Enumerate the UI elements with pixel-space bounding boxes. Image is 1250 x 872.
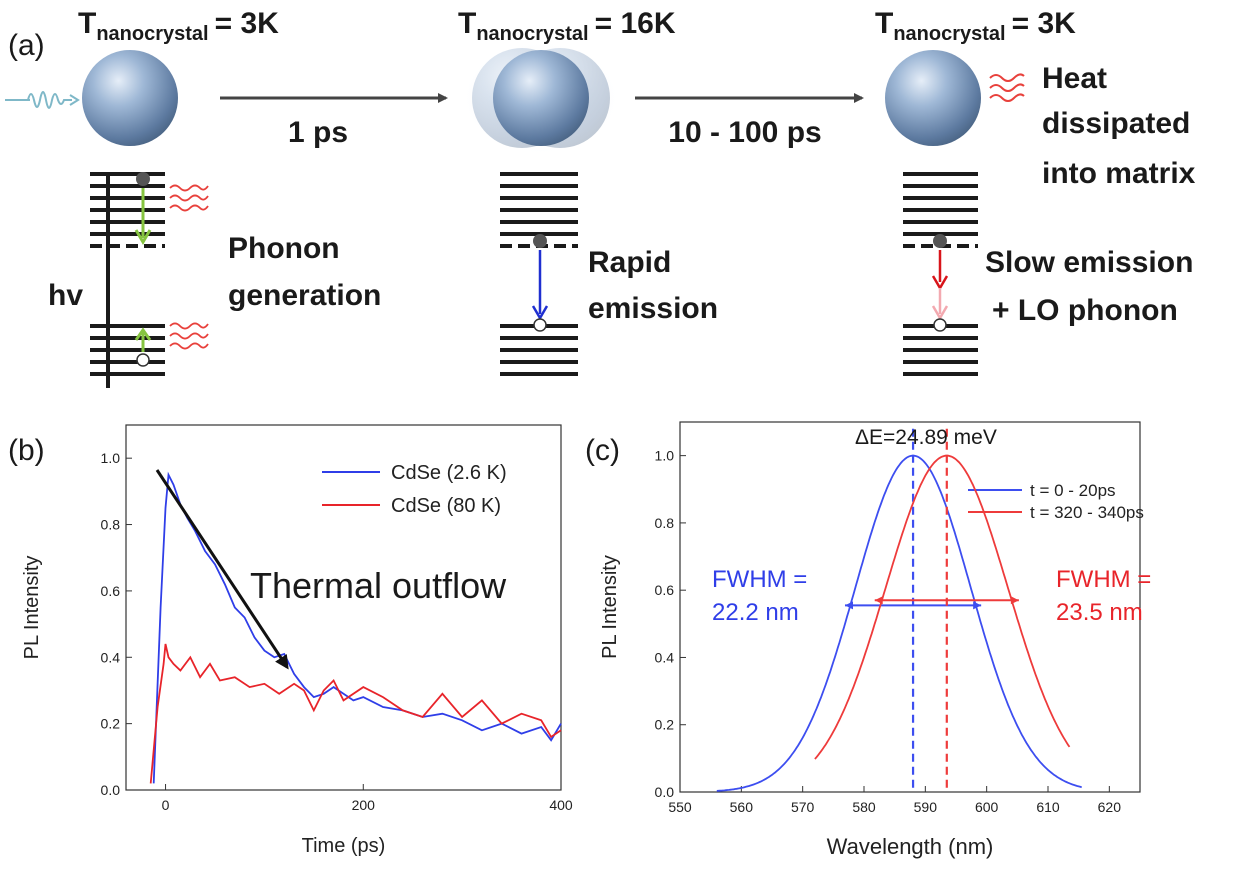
heat-waves-icon xyxy=(989,73,1025,102)
stage-3-caption: Slow emission + LO phonon xyxy=(985,246,1202,327)
plot-c-plot-frame xyxy=(679,421,1141,793)
stage-1-title: Tnanocrystal = 3K xyxy=(78,7,279,45)
plot-c-y-tick-label: 0.8 xyxy=(655,515,675,531)
plot-c-y-tick-label: 0.4 xyxy=(655,649,675,665)
plot-b: 0.0 0.2 0.4 0.6 0.8 1.0 0 200 400 Time (ps) PL Int… xyxy=(21,424,573,857)
plot-b-x-tick-label: 0 xyxy=(162,797,170,813)
plot-c-x-tick-label: 620 xyxy=(1098,799,1122,815)
plot-c-x-tick-label: 550 xyxy=(668,799,692,815)
plot-c-x-tick-label: 560 xyxy=(730,799,754,815)
panel-b: (b) 0.0 0.2 0.4 0.6 0.8 1.0 0 200 400 Time (ps) PL… xyxy=(8,424,573,857)
plot-b-series-line-1 xyxy=(152,471,562,784)
plot-b-y-axis-label: PL Intensity xyxy=(21,556,43,660)
plot-c: 0.0 0.2 0.4 0.6 0.8 1.0 550 560 570 580 590 600 610 6… xyxy=(599,421,1144,859)
plot-c-series-line-1 xyxy=(716,454,1082,792)
plot-c-x-tick-label: 600 xyxy=(975,799,999,815)
electron-stage-2 xyxy=(533,234,547,248)
plot-c-legend-label-1: t = 0 - 20ps xyxy=(1030,481,1116,500)
electron-stage-1 xyxy=(136,172,150,186)
plot-b-x-axis-label: Time (ps) xyxy=(302,835,386,857)
panel-a-label: (a) xyxy=(8,29,45,62)
plot-b-y-tick-label: 0.0 xyxy=(101,782,121,798)
plot-c-x-axis-label: Wavelength (nm) xyxy=(827,834,994,859)
hole-stage-2 xyxy=(533,318,547,332)
plot-b-y-tick-label: 0.8 xyxy=(101,517,121,533)
hole-stage-3 xyxy=(933,318,947,332)
hole-stage-1 xyxy=(136,353,150,367)
plot-c-y-tick-label: 0.0 xyxy=(655,784,675,800)
plot-c-fwhm-arrowhead-right-2 xyxy=(1010,596,1019,605)
plot-c-series-line-2 xyxy=(814,454,1071,760)
nanocrystal-sphere-3 xyxy=(885,50,981,146)
nanocrystal-sphere-1 xyxy=(82,50,178,146)
energy-levels-stage-3 xyxy=(903,172,978,376)
energy-levels-stage-1 xyxy=(90,172,165,388)
fwhm-blue-label: FWHM = 22.2 nm xyxy=(712,566,814,626)
plot-c-y-tick-label: 0.2 xyxy=(655,717,675,733)
plot-c-fwhm-arrowhead-left-2 xyxy=(874,596,883,605)
plot-b-x-tick-label: 400 xyxy=(549,797,573,813)
light-pulse-icon xyxy=(5,91,80,109)
thermal-outflow-arrow xyxy=(155,469,289,670)
plot-b-plot-frame xyxy=(125,424,562,791)
plot-b-y-tick-label: 0.4 xyxy=(101,649,121,665)
panel-b-label: (b) xyxy=(8,434,45,467)
electron-stage-3 xyxy=(933,234,947,248)
plot-c-fwhm-arrowhead-right-1 xyxy=(973,601,982,610)
panel-c: (c) 0.0 0.2 0.4 0.6 0.8 1.0 550 560 570 580 590 600… xyxy=(585,421,1158,859)
stage-2-title: Tnanocrystal = 16K xyxy=(458,7,676,45)
plot-c-y-tick-label: 1.0 xyxy=(655,448,675,464)
plot-c-y-tick-label: 0.6 xyxy=(655,582,675,598)
panel-c-label: (c) xyxy=(585,434,620,467)
plot-c-legend-label-2: t = 320 - 340ps xyxy=(1030,503,1144,522)
plot-c-fwhm-arrowhead-left-1 xyxy=(844,601,853,610)
plot-b-legend-label-2: CdSe (80 K) xyxy=(391,495,501,517)
delta-e-label: ΔE=24.89 meV xyxy=(855,426,997,449)
fwhm-red-label: FWHM = 23.5 nm xyxy=(1056,566,1158,626)
nanocrystal-sphere-2-vibrating xyxy=(461,40,621,156)
heat-text: Heat dissipated into matrix xyxy=(1042,62,1199,190)
stage-3-title: Tnanocrystal = 3K xyxy=(875,7,1076,45)
plot-b-x-tick-label: 200 xyxy=(352,797,376,813)
plot-b-legend-label-1: CdSe (2.6 K) xyxy=(391,462,507,484)
phonon-waves-icon xyxy=(169,184,209,350)
plot-b-y-tick-label: 0.2 xyxy=(101,716,121,732)
plot-c-x-tick-label: 580 xyxy=(852,799,876,815)
plot-c-x-tick-label: 610 xyxy=(1036,799,1060,815)
stage-1-caption: Phonon generation xyxy=(228,232,381,312)
plot-c-y-axis-label: PL Intensity xyxy=(599,555,621,659)
plot-c-x-tick-label: 590 xyxy=(914,799,938,815)
arrow-label-1ps: 1 ps xyxy=(288,116,348,149)
plot-c-x-tick-label: 570 xyxy=(791,799,815,815)
thermal-outflow-label: Thermal outflow xyxy=(250,565,507,606)
plot-b-series-line-2 xyxy=(149,643,562,784)
panel-a: (a) Tnanocrystal = 3K Tnanocrystal = 16K T… xyxy=(5,7,1202,388)
plot-b-y-tick-label: 0.6 xyxy=(101,583,121,599)
stage-2-caption: Rapid emission xyxy=(588,246,718,325)
arrow-label-10-100ps: 10 - 100 ps xyxy=(668,116,821,149)
hv-label: hv xyxy=(48,279,83,312)
plot-b-y-tick-label: 1.0 xyxy=(101,450,121,466)
